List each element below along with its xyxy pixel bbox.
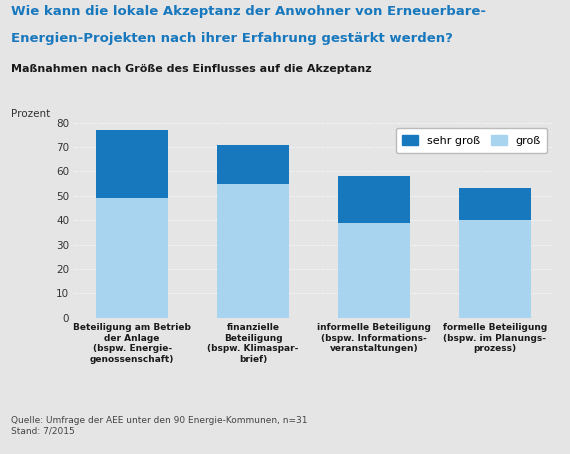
Text: Prozent: Prozent: [11, 109, 51, 119]
Bar: [217, 144, 290, 183]
Text: Maßnahmen nach Größe des Einflusses auf die Akzeptanz: Maßnahmen nach Größe des Einflusses auf …: [11, 64, 372, 74]
Text: Quelle: Umfrage der AEE unter den 90 Energie-Kommunen, n=31
Stand: 7/2015: Quelle: Umfrage der AEE unter den 90 Ene…: [11, 416, 308, 436]
Legend: sehr groß, groß: sehr groß, groß: [396, 128, 547, 153]
Bar: [96, 198, 168, 318]
Text: Energien-Projekten nach ihrer Erfahrung gestärkt werden?: Energien-Projekten nach ihrer Erfahrung …: [11, 32, 453, 45]
Bar: [217, 183, 290, 318]
Text: Wie kann die lokale Akzeptanz der Anwohner von Erneuerbare-: Wie kann die lokale Akzeptanz der Anwohn…: [11, 5, 486, 18]
Bar: [459, 220, 531, 318]
Bar: [337, 176, 410, 222]
Bar: [337, 222, 410, 318]
Bar: [96, 130, 168, 198]
Bar: [459, 188, 531, 220]
